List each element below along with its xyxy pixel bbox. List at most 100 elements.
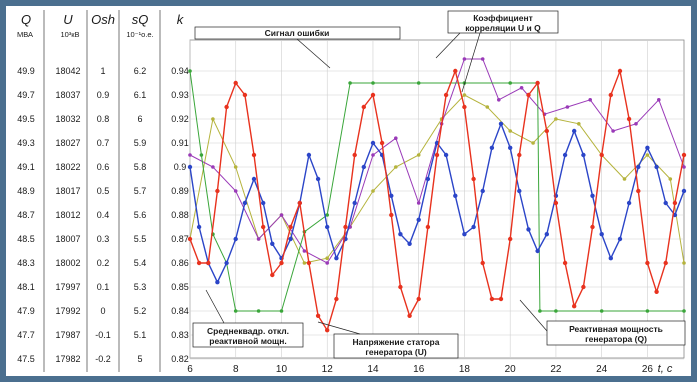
scale-label-osh: 0.5 [97,186,110,196]
y-tick-label: 0.83 [171,330,189,340]
data-point-u [489,145,495,150]
data-point-u [572,128,577,134]
data-point-q [370,92,376,98]
header-u: U [63,12,73,27]
data-point-osh [348,81,352,85]
annotation-leader [317,321,361,335]
data-point-u [407,241,412,246]
data-point-q [196,260,202,266]
data-point-u [398,232,403,237]
data-point-q [343,224,348,230]
data-point-u [443,152,449,158]
data-point-q [471,176,476,182]
scale-label-sq: 5.8 [134,162,147,172]
data-point-q [352,152,357,158]
scale-label-q: 48.3 [17,258,35,268]
data-point-q [206,260,211,266]
data-point-k [256,237,261,241]
annotation-box-stator [333,333,459,359]
data-point-q [434,152,440,158]
data-point-k [588,98,592,102]
y-tick-label: 0.89 [171,186,189,196]
data-point-sq [682,261,686,265]
x-tick-label: 18 [459,364,471,375]
header-sq: sQ [132,12,149,27]
data-point-k [497,98,501,102]
data-point-q [215,188,220,194]
scale-label-sq: 5.7 [134,186,147,196]
data-point-q [581,284,586,290]
data-point-u [508,145,513,150]
scale-label-u: 18042 [55,66,80,76]
data-point-u [681,188,687,194]
data-point-k [565,105,570,109]
data-point-q [407,313,412,318]
data-point-sq [462,93,467,97]
x-axis-label: t, c [658,363,673,375]
x-tick-label: 6 [187,364,193,375]
data-point-u [352,200,357,206]
data-point-osh [554,309,558,313]
annotation-stator-1: Напряжение статора [353,337,440,347]
y-tick-label: 0.84 [171,306,189,316]
scale-label-q: 49.9 [17,66,35,76]
data-point-osh [645,309,650,313]
data-point-k [416,201,421,205]
data-point-osh [416,81,421,85]
data-point-q [379,140,385,146]
data-point-q [187,236,193,242]
data-point-u [617,236,623,242]
x-tick-label: 14 [367,364,379,375]
data-point-u [663,200,668,206]
y-tick-label: 0.92 [171,114,189,124]
data-point-osh [371,81,375,85]
data-point-k [279,213,284,217]
data-point-sq [645,153,650,157]
data-point-u [334,256,339,261]
data-point-sq [302,261,307,265]
scale-label-u: 18027 [55,138,80,148]
data-point-q [233,80,238,86]
data-point-u [425,176,431,182]
data-point-q [462,104,467,110]
x-tick-label: 20 [505,364,517,375]
scale-label-q: 48.7 [17,210,35,220]
data-point-q [425,224,431,230]
scale-label-u: 18017 [55,186,80,196]
annotation-stator-2: генератора (U) [365,347,427,357]
x-tick-label: 12 [322,364,334,375]
header-k: k [177,12,185,27]
data-point-u [215,280,220,285]
data-point-osh [256,309,261,313]
data-point-sq [508,129,512,133]
data-point-q [544,128,549,134]
data-point-u [471,224,476,230]
header-u-unit: 10³кВ [60,30,79,39]
data-point-q [498,296,504,302]
data-point-q [636,188,641,194]
annotation-reactive-1: Реактивная мощность [569,324,663,334]
annotation-box-reactive [546,320,686,346]
data-point-u [288,236,293,242]
scale-label-osh: 0.3 [97,234,110,244]
scale-label-sq: 6 [137,114,142,124]
scale-label-osh: -0.2 [95,354,111,364]
data-point-k [480,57,485,61]
x-tick-label: 26 [642,364,654,375]
data-point-osh [279,309,284,313]
data-point-u [526,227,531,232]
data-point-osh [233,309,238,313]
data-point-sq [485,105,490,109]
data-point-sq [233,165,238,169]
scale-label-sq: 5.1 [134,330,147,340]
data-point-u [196,224,202,230]
data-point-q [572,304,577,309]
scale-label-q: 49.7 [17,90,35,100]
data-point-q [535,80,540,86]
data-point-q [617,68,623,74]
data-point-u [654,164,659,170]
data-point-sq [371,189,375,193]
data-point-sq [668,177,673,181]
data-point-q [325,328,330,333]
